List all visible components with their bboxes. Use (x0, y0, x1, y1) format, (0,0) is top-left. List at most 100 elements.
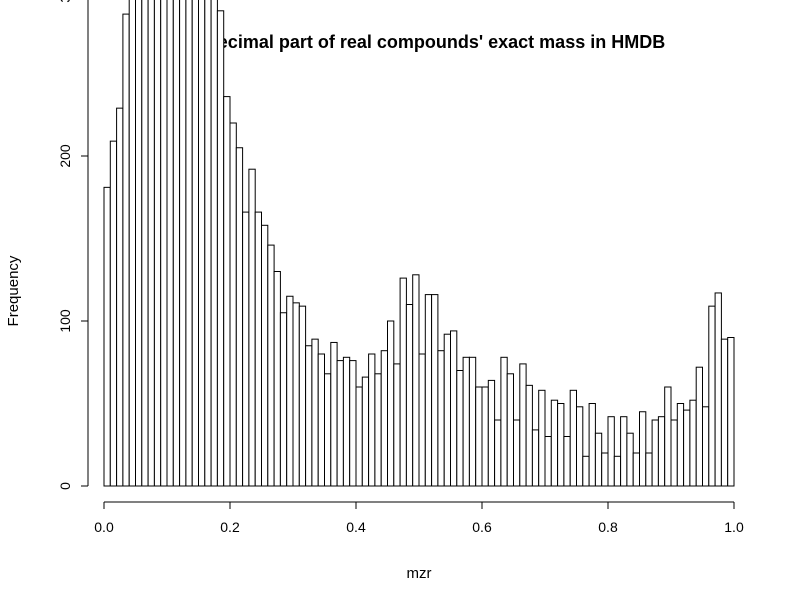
y-axis: 0100200300400 (57, 0, 89, 490)
histogram-bar (128, 0, 136, 487)
histogram-bar (399, 277, 407, 487)
histogram-bar (286, 295, 294, 487)
histogram-bar (405, 304, 414, 487)
y-tick-label: 0 (57, 482, 73, 490)
histogram-bar (506, 373, 515, 487)
histogram-bar (109, 140, 118, 487)
histogram-bar (424, 294, 433, 487)
histogram-bar (431, 294, 439, 487)
histogram-bar (305, 345, 313, 487)
histogram-bar (702, 406, 710, 487)
histogram-bar (689, 399, 697, 487)
histogram-bar (279, 312, 288, 487)
histogram-bar (248, 168, 256, 487)
x-tick-label: 1.0 (724, 519, 744, 535)
histogram-bar (380, 350, 389, 487)
histogram-bar (166, 0, 174, 487)
histogram-bar (418, 353, 426, 487)
x-axis-label: mzr (407, 565, 432, 582)
histogram-bar (204, 0, 212, 487)
histogram-bar (317, 353, 326, 487)
histogram-bar (651, 419, 659, 487)
histogram-bar (538, 389, 546, 487)
histogram-bar (292, 302, 300, 487)
histogram-bar (393, 363, 401, 487)
x-tick-label: 0.0 (94, 519, 114, 535)
histogram-bar (695, 366, 704, 487)
y-tick-label: 200 (57, 144, 73, 168)
histogram-bar (223, 96, 231, 487)
histogram-bar (122, 13, 130, 487)
histogram-bar (594, 432, 603, 487)
histogram-bar (135, 0, 143, 487)
histogram-bar (311, 338, 319, 487)
histogram-bar (412, 274, 420, 487)
histogram-bar (714, 292, 722, 487)
histogram-bar (361, 376, 370, 487)
histogram-bar (103, 186, 111, 487)
histogram-bar (632, 452, 641, 487)
histogram-bar (330, 341, 338, 487)
histogram-bar (525, 384, 533, 487)
histogram-bar (273, 271, 281, 487)
x-tick-label: 0.6 (472, 519, 492, 535)
histogram-bar (342, 356, 351, 487)
histogram-bar (683, 409, 691, 487)
histogram-bar (645, 452, 653, 487)
histogram-bar (563, 436, 571, 487)
histogram-bar (210, 0, 218, 487)
histogram-bar (708, 305, 716, 487)
histogram-bar (513, 419, 521, 487)
histogram-bar (727, 337, 735, 487)
x-axis: 0.0 0.2 0.4 0.6 0.8 1.0 (94, 501, 744, 535)
histogram-bar (576, 406, 584, 487)
histogram-bar (601, 452, 609, 487)
histogram-bar (620, 416, 628, 487)
histogram-bar (198, 0, 206, 487)
histogram-bar (670, 419, 678, 487)
histogram-bar (481, 386, 489, 487)
histogram-bar (468, 356, 477, 487)
histogram-bar (172, 0, 181, 487)
histogram-bar (191, 0, 199, 487)
histogram-bar (494, 419, 502, 487)
y-tick-label: 100 (57, 309, 73, 333)
x-tick-label: 0.4 (346, 519, 366, 535)
x-tick-label: 0.2 (220, 519, 240, 535)
histogram-bar (582, 455, 590, 487)
histogram-bar (676, 403, 685, 487)
histogram-bar (235, 147, 244, 487)
histogram-bar (519, 363, 527, 487)
histogram-bar (147, 0, 155, 487)
histogram-bar (607, 416, 615, 487)
histogram-bar (437, 350, 445, 487)
histogram-bar (160, 0, 168, 487)
histogram-bar (116, 107, 124, 487)
histogram-bar (242, 211, 250, 487)
y-tick-label: 300 (57, 0, 73, 3)
bars-group (103, 0, 735, 487)
histogram-bar (153, 0, 162, 487)
histogram-bar (179, 0, 187, 487)
histogram-bar (349, 360, 357, 487)
histogram-bar (664, 386, 672, 487)
histogram-bar (185, 0, 193, 487)
histogram-bar (475, 386, 483, 487)
histogram-bar (531, 429, 540, 487)
histogram-bar (267, 244, 275, 487)
histogram-bar (626, 432, 634, 487)
histogram-bar (229, 122, 237, 487)
histogram-bar (557, 403, 565, 487)
histogram-bar (336, 360, 344, 487)
histogram-bar (443, 333, 452, 487)
chart-title: the decimal part of real compounds' exac… (175, 32, 665, 52)
histogram-bar (720, 338, 729, 487)
histogram-bar (254, 211, 262, 487)
histogram-bar (456, 370, 464, 487)
histogram-bar (613, 455, 622, 487)
histogram-bar (298, 305, 307, 487)
histogram-bar (216, 10, 225, 487)
histogram-bar (324, 373, 332, 487)
histogram-bar (588, 403, 596, 487)
